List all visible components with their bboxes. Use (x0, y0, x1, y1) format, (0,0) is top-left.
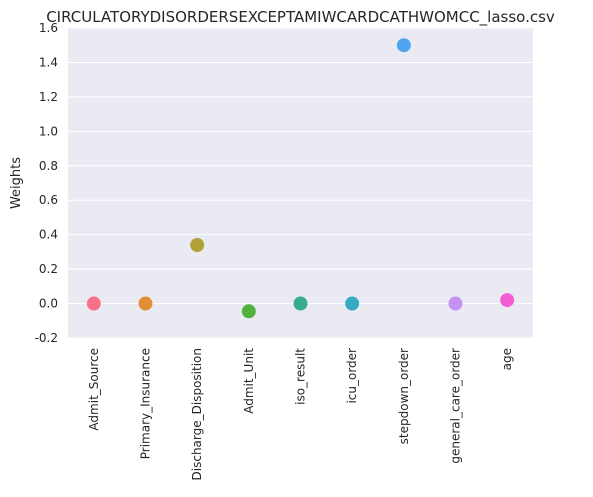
data-point-admit-source (86, 296, 101, 311)
y-tick-label: 0.2 (39, 262, 58, 276)
x-tick-label: Admit_Unit (242, 348, 256, 414)
data-point-general-care-order (448, 296, 463, 311)
y-tick-label: 0.4 (39, 228, 58, 242)
y-axis-title: Weights (9, 157, 24, 209)
x-axis-ticks: Admit_Source Primary_Insurance Discharge_D… (87, 348, 514, 481)
x-tick-label: age (500, 348, 514, 370)
data-point-iso-result (293, 296, 308, 311)
x-tick-label: icu_order (345, 348, 359, 404)
y-tick-label: -0.2 (35, 331, 58, 345)
x-tick-label: general_care_order (449, 348, 463, 464)
data-point-age (500, 293, 515, 308)
data-point-primary-insurance (138, 296, 153, 311)
y-tick-label: 0.6 (39, 193, 58, 207)
x-tick-label: Primary_Insurance (139, 348, 153, 459)
y-tick-label: 1.6 (39, 21, 58, 35)
plot-area (68, 28, 533, 338)
y-tick-label: 1.4 (39, 55, 58, 69)
data-point-stepdown-order (396, 38, 411, 53)
x-tick-label: iso_result (294, 348, 308, 405)
data-point-icu-order (345, 296, 360, 311)
y-tick-label: 1.0 (39, 124, 58, 138)
y-axis-ticks: -0.2 0.0 0.2 0.4 0.6 0.8 1.0 1.2 1.4 1.6 (35, 21, 58, 345)
data-points (86, 38, 515, 319)
y-tick-label: 0.0 (39, 297, 58, 311)
data-point-discharge-disposition (190, 238, 205, 252)
y-tick-label: 1.2 (39, 90, 58, 104)
chart-title: CIRCULATORYDISORDERSEXCEPTAMIWCARDCATHWO… (46, 8, 555, 27)
x-tick-label: Discharge_Disposition (190, 348, 204, 480)
y-tick-label: 0.8 (39, 159, 58, 173)
x-tick-label: Admit_Source (87, 348, 101, 431)
x-tick-label: stepdown_order (397, 348, 411, 444)
data-point-admit-unit (241, 304, 256, 319)
